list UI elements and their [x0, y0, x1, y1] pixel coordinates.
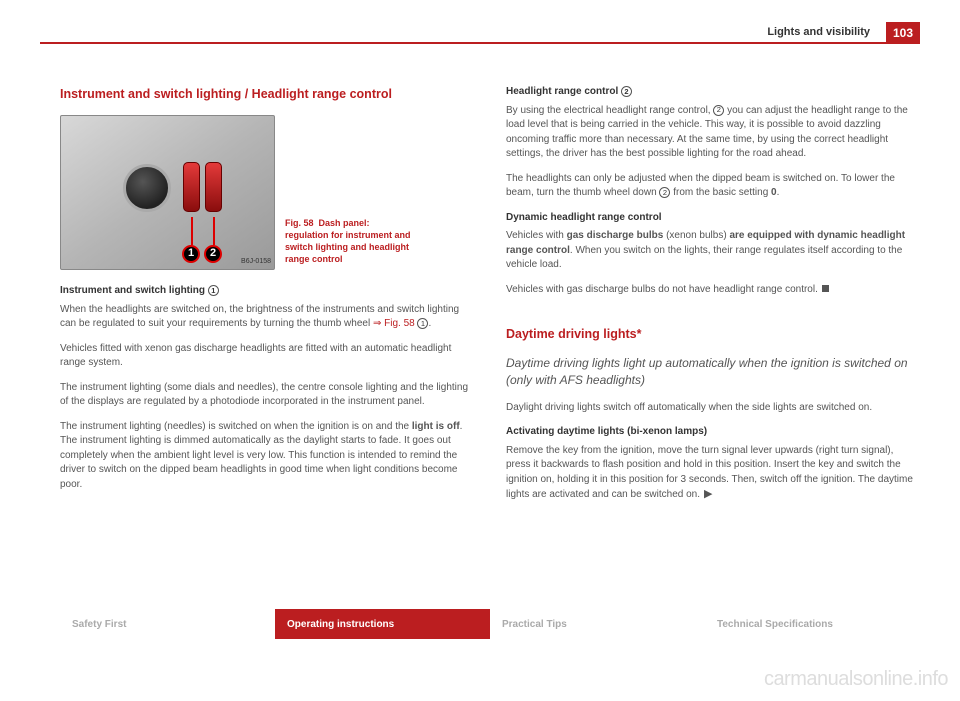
daytime-subtitle: Daytime driving lights light up automati…: [506, 355, 920, 389]
r1-head-text: Headlight range control: [506, 86, 618, 97]
top-rule: Lights and visibility 103: [40, 42, 920, 44]
r2-circ: 2: [659, 187, 670, 198]
section-label: Lights and visibility: [767, 26, 870, 38]
rotary-dial: [123, 164, 171, 212]
callout-1: 1: [182, 245, 200, 263]
continue-arrow-icon: ▶: [704, 487, 712, 503]
p1-figref: ⇒ Fig. 58: [373, 318, 415, 329]
d-p1: Daylight driving lights switch off autom…: [506, 401, 920, 416]
d-head2: Activating daytime lights (bi-xenon lamp…: [506, 425, 920, 440]
p1b: .: [428, 318, 431, 329]
r1-head: Headlight range control 2: [506, 85, 920, 100]
d-p2: Remove the key from the ignition, move t…: [506, 444, 920, 503]
right-column: Headlight range control 2 By using the e…: [506, 85, 920, 513]
left-p2: Vehicles fitted with xenon gas discharge…: [60, 342, 474, 371]
r2-para: The headlights can only be adjusted when…: [506, 172, 920, 201]
figure-ref: B6J-0158: [241, 257, 271, 267]
r3-head: Dynamic headlight range control: [506, 211, 920, 226]
left-p3: The instrument lighting (some dials and …: [60, 381, 474, 410]
r4: Vehicles with gas discharge bulbs do not…: [506, 284, 818, 295]
p1-num: 1: [417, 318, 428, 329]
figure-caption: Fig. 58 Dash panel: regulation for instr…: [285, 217, 415, 271]
page: Lights and visibility 103 Instrument and…: [0, 0, 960, 701]
daytime-title: Daytime driving lights*: [506, 325, 920, 343]
callout-2: 2: [204, 245, 222, 263]
content-columns: Instrument and switch lighting / Headlig…: [60, 85, 920, 513]
left-column: Instrument and switch lighting / Headlig…: [60, 85, 474, 513]
r1a: By using the electrical headlight range …: [506, 105, 713, 116]
callout-line-2: [213, 217, 215, 245]
r3b: (xenon bulbs): [663, 230, 729, 241]
caption-label: Fig. 58: [285, 218, 314, 228]
r1-num: 2: [621, 86, 632, 97]
thumbwheel-1: [183, 162, 200, 212]
spacer: [506, 307, 920, 325]
r1-para: By using the electrical headlight range …: [506, 104, 920, 162]
figure-wrap: 1 2 B6J-0158 Fig. 58 Dash panel: regulat…: [60, 115, 474, 270]
thumbwheel-2: [205, 162, 222, 212]
figure-image: 1 2 B6J-0158: [60, 115, 275, 270]
r4-para: Vehicles with gas discharge bulbs do not…: [506, 283, 920, 298]
r1-circ: 2: [713, 105, 724, 116]
tab-practical[interactable]: Practical Tips: [490, 609, 705, 639]
watermark: carmanualsonline.info: [764, 668, 948, 691]
p4-bold: light is off: [412, 421, 460, 432]
r2c: .: [777, 187, 780, 198]
left-title: Instrument and switch lighting / Headlig…: [60, 85, 474, 103]
left-p1: When the headlights are switched on, the…: [60, 303, 474, 332]
p4a: The instrument lighting (needles) is swi…: [60, 421, 412, 432]
callout-line-1: [191, 217, 193, 245]
tab-operating[interactable]: Operating instructions: [275, 609, 490, 639]
left-p4: The instrument lighting (needles) is swi…: [60, 420, 474, 493]
r3-para: Vehicles with gas discharge bulbs (xenon…: [506, 229, 920, 273]
sub1-num: 1: [208, 285, 219, 296]
tab-technical[interactable]: Technical Specifications: [705, 609, 920, 639]
r3-b1: gas discharge bulbs: [567, 230, 664, 241]
r3a: Vehicles with: [506, 230, 567, 241]
page-number: 103: [886, 22, 920, 44]
sub1-text: Instrument and switch lighting: [60, 285, 205, 296]
sub1-head: Instrument and switch lighting 1: [60, 284, 474, 299]
r2b: from the basic setting: [670, 187, 771, 198]
tab-safety[interactable]: Safety First: [60, 609, 275, 639]
end-marker-icon: [822, 285, 829, 292]
bottom-tabs: Safety First Operating instructions Prac…: [60, 609, 920, 639]
